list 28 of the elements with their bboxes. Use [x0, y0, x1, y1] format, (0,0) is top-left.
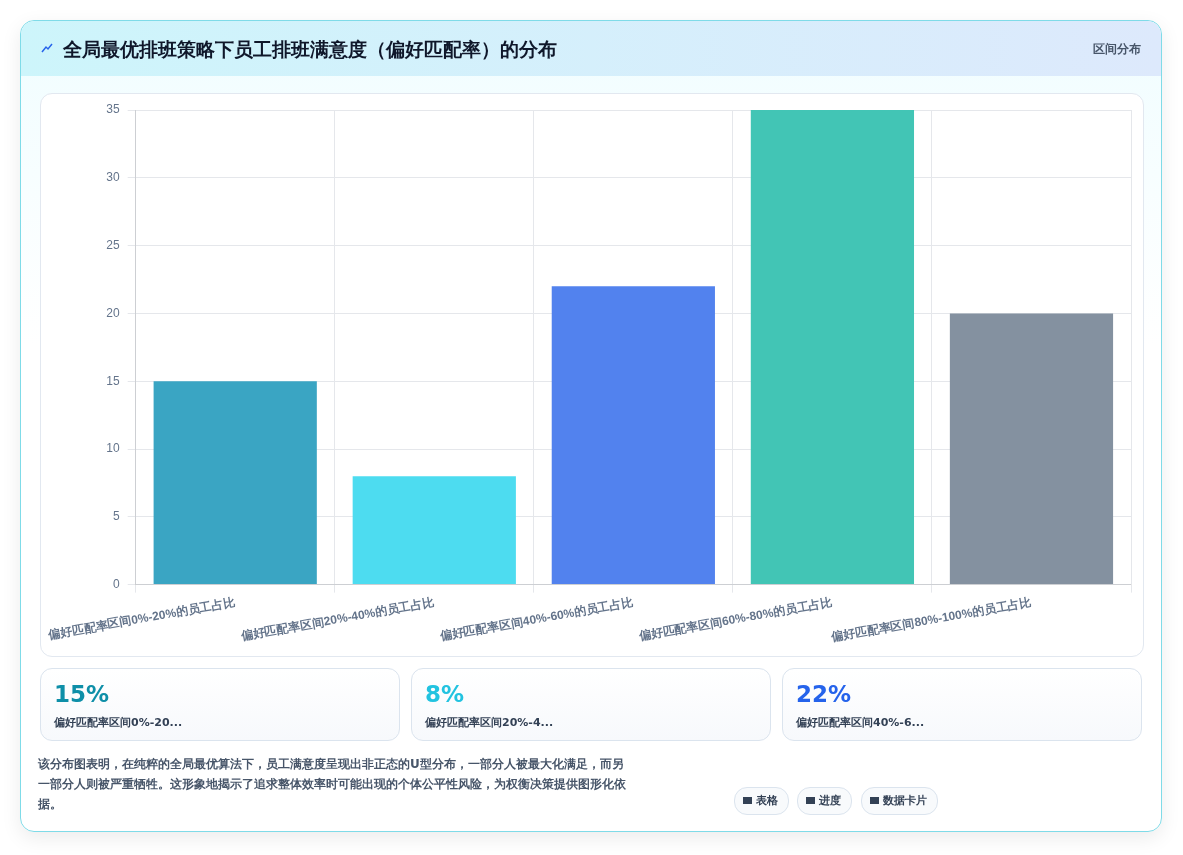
text: 进度 — [819, 794, 841, 807]
text: 该分布图表明，在纯粹的全局最优算法下，员工满意度呈现出非正态的U型分布，一部分人被最大化满足，而另一部分人则被严重牺牲。这形象地揭示了追求整体效率时可能出现的个体公平性风险，为权衡决策提供图形化依据。 — [38, 756, 627, 813]
y-tick-label: 20 — [106, 305, 120, 320]
y-tick-label: 0 — [113, 576, 120, 591]
y-tick-label: 15 — [106, 373, 120, 388]
bar — [750, 110, 915, 585]
text: 偏好匹配率区间20%-4... — [425, 715, 554, 730]
text: 偏好匹配率区间40%-6... — [796, 715, 925, 730]
text: 15% — [54, 681, 110, 707]
chart-title: 全局最优排班策略下员工排班满意度（偏好匹配率）的分布 — [63, 37, 557, 62]
bar — [352, 476, 516, 585]
y-tick-label: 30 — [106, 170, 120, 185]
x-tick-label: 偏好匹配率区间40%-60%的员工占比 — [437, 595, 635, 644]
text: 表格 — [756, 794, 778, 807]
text: 数据卡片 — [883, 794, 927, 807]
x-tick-label: 偏好匹配率区间0%-20%的员工占比 — [46, 595, 237, 642]
text: 偏好匹配率区间0%-20... — [54, 715, 183, 730]
chart-subtitle: 区间分布 — [1093, 41, 1141, 58]
bar — [551, 286, 715, 585]
x-tick-label: 偏好匹配率区间20%-40%的员工占比 — [238, 595, 436, 644]
y-tick-label: 5 — [113, 509, 120, 524]
text: 22% — [796, 681, 852, 707]
y-tick-label: 10 — [106, 441, 120, 456]
bar — [949, 313, 1114, 585]
text: 8% — [425, 681, 465, 707]
y-tick-label: 25 — [106, 237, 120, 252]
bar — [153, 381, 317, 585]
y-tick-label: 35 — [106, 102, 120, 117]
